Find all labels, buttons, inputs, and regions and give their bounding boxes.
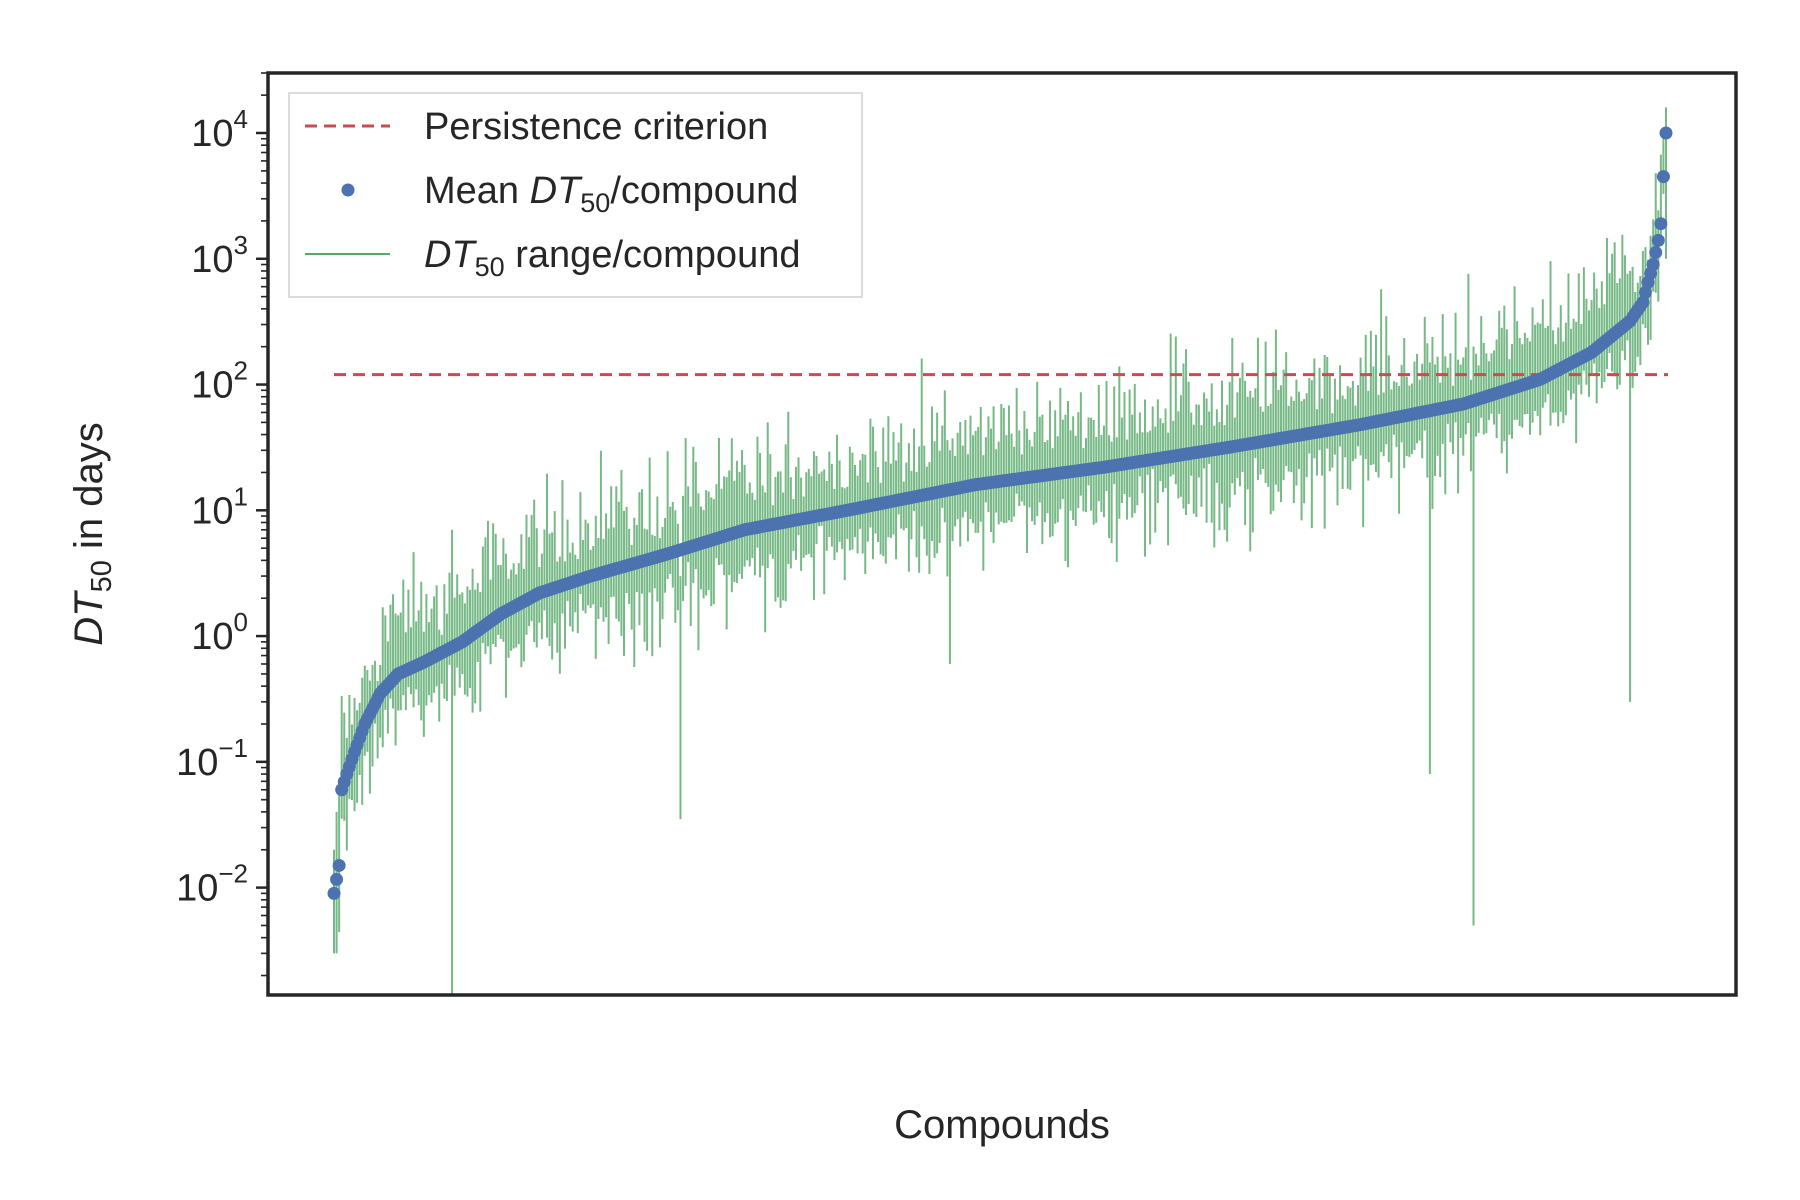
y-axis-title-sub: 50 bbox=[86, 560, 118, 592]
mean-dot bbox=[1656, 170, 1670, 184]
y-tick-label: 10−2 bbox=[176, 859, 248, 910]
mean-dot bbox=[327, 886, 341, 900]
y-tick-label: 100 bbox=[191, 607, 248, 658]
y-tick-label: 102 bbox=[191, 356, 248, 407]
y-tick-label: 103 bbox=[191, 230, 248, 281]
mean-dot bbox=[1638, 285, 1652, 299]
legend-label: Mean DT50/compound bbox=[424, 170, 798, 218]
mean-dot bbox=[1651, 233, 1665, 247]
y-axis-title-var: DT bbox=[67, 590, 111, 646]
mean-dot bbox=[1649, 245, 1663, 259]
mean-dot bbox=[1646, 258, 1660, 272]
y-axis-title: DT50 in days bbox=[67, 422, 118, 645]
range-lines-layer bbox=[333, 107, 1667, 995]
mean-dot bbox=[1636, 295, 1650, 309]
legend-dot-swatch bbox=[341, 183, 355, 197]
legend-label: Persistence criterion bbox=[424, 106, 768, 148]
mean-dot bbox=[332, 858, 346, 872]
mean-dot bbox=[1659, 126, 1673, 140]
mean-dot bbox=[330, 872, 344, 886]
y-axis-ticks bbox=[256, 72, 268, 977]
y-tick-label: 10−1 bbox=[176, 733, 248, 784]
legend-label: DT50 range/compound bbox=[424, 234, 800, 282]
y-axis-title-rest: in days bbox=[67, 422, 111, 560]
y-tick-label: 101 bbox=[191, 481, 248, 532]
plot-area bbox=[327, 107, 1673, 995]
axes-frame bbox=[266, 71, 1738, 997]
legend-items: Persistence criterion Mean DT50/compound D… bbox=[305, 106, 800, 282]
x-axis-title: Compounds bbox=[894, 1103, 1110, 1147]
y-axis-tick-labels: 10−2 10−1 100 101 102 103 104 bbox=[176, 104, 248, 910]
mean-dots-layer bbox=[327, 126, 1673, 900]
legend: Persistence criterion Mean DT50/compound D… bbox=[288, 92, 863, 298]
y-tick-label: 104 bbox=[191, 104, 248, 155]
legend-box bbox=[288, 92, 863, 298]
mean-dot bbox=[1654, 217, 1668, 231]
